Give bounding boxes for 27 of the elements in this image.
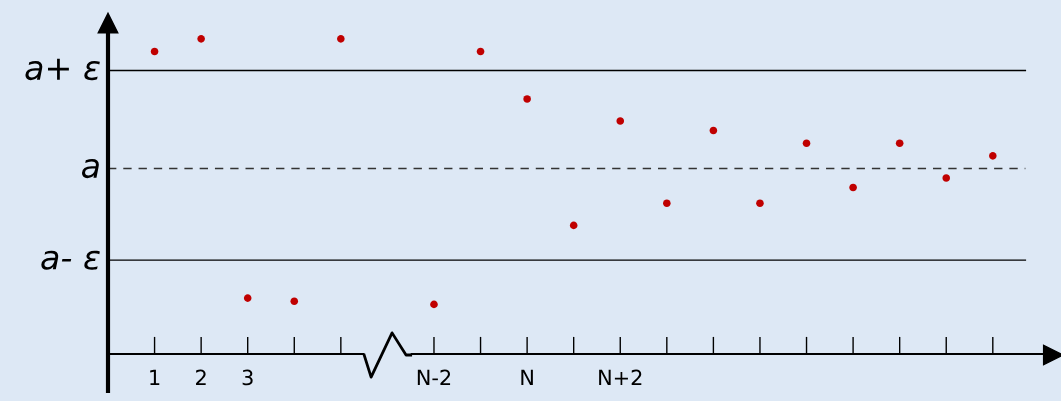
point [337, 35, 345, 43]
point [430, 300, 438, 309]
point [942, 174, 951, 182]
point [150, 47, 159, 56]
x-tick-label: N-2 [417, 369, 451, 386]
point [197, 35, 205, 43]
point [849, 183, 857, 192]
x-tick-label: 2 [196, 369, 206, 386]
point [616, 117, 625, 125]
x-tick-label: 3 [242, 369, 253, 386]
point [569, 221, 578, 230]
point [243, 294, 252, 302]
point [895, 139, 904, 147]
ref-line-label: a- ε [41, 250, 100, 270]
point [523, 95, 531, 103]
point [709, 126, 718, 135]
point [476, 47, 485, 56]
ref-line-label: a [81, 159, 99, 179]
ref-line-label: a+ ε [25, 58, 100, 81]
point [989, 152, 997, 160]
point [663, 199, 671, 208]
point [756, 199, 764, 208]
x-tick-label: 1 [150, 369, 160, 386]
x-tick-label: N+2 [599, 369, 642, 386]
point [290, 297, 299, 306]
x-tick-label: N [521, 369, 533, 386]
point [802, 139, 811, 147]
